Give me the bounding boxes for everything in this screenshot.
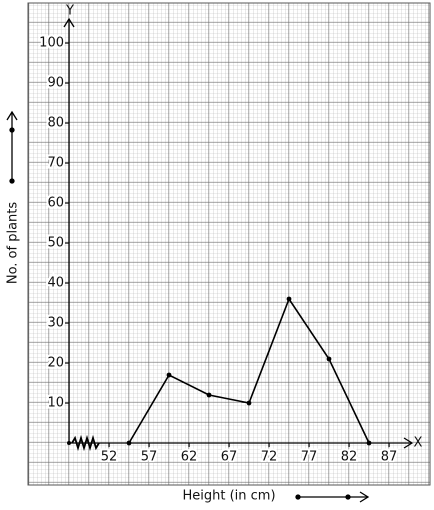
y-tick-label: 20 <box>47 356 64 371</box>
origin <box>67 441 71 445</box>
y-tick-label: 50 <box>47 236 64 251</box>
plot-area: 10 20 30 40 50 60 70 80 90 100 52 57 62 67 72 77 82 87 <box>37 17 414 467</box>
y-axis-name: Y <box>65 4 74 19</box>
y-axis-arrow <box>63 17 75 28</box>
point <box>206 392 212 398</box>
x-tick-label: 82 <box>341 450 358 465</box>
point <box>326 356 332 362</box>
x-tick-label: 52 <box>101 450 118 465</box>
x-tick-label: 67 <box>221 450 238 465</box>
y-tick-label: 10 <box>47 396 64 411</box>
y-tick-label: 60 <box>47 196 64 211</box>
x-tick-label: 77 <box>301 450 318 465</box>
point <box>286 296 292 302</box>
y-axis-label: No. of plants <box>6 202 21 285</box>
y-tick-label: 90 <box>47 76 64 91</box>
graph-paper <box>27 2 431 486</box>
x-axis-label: Height (in cm) <box>182 489 275 504</box>
point <box>366 440 372 446</box>
decoration <box>6 110 370 503</box>
y-tick-label: 80 <box>47 116 64 131</box>
x-tick-label: 62 <box>181 450 198 465</box>
x-tick-label: 57 <box>141 450 158 465</box>
point <box>246 400 252 406</box>
y-tick-label: 100 <box>39 36 64 51</box>
x-axis-arrow <box>403 437 414 449</box>
y-tick-label: 40 <box>47 276 64 291</box>
point <box>166 372 172 378</box>
y-tick-label: 30 <box>47 316 64 331</box>
x-axis-name: X <box>414 436 423 451</box>
x-tick-label: 72 <box>261 450 278 465</box>
y-tick-label: 70 <box>47 156 64 171</box>
x-tick-label: 87 <box>381 450 398 465</box>
point <box>126 440 132 446</box>
